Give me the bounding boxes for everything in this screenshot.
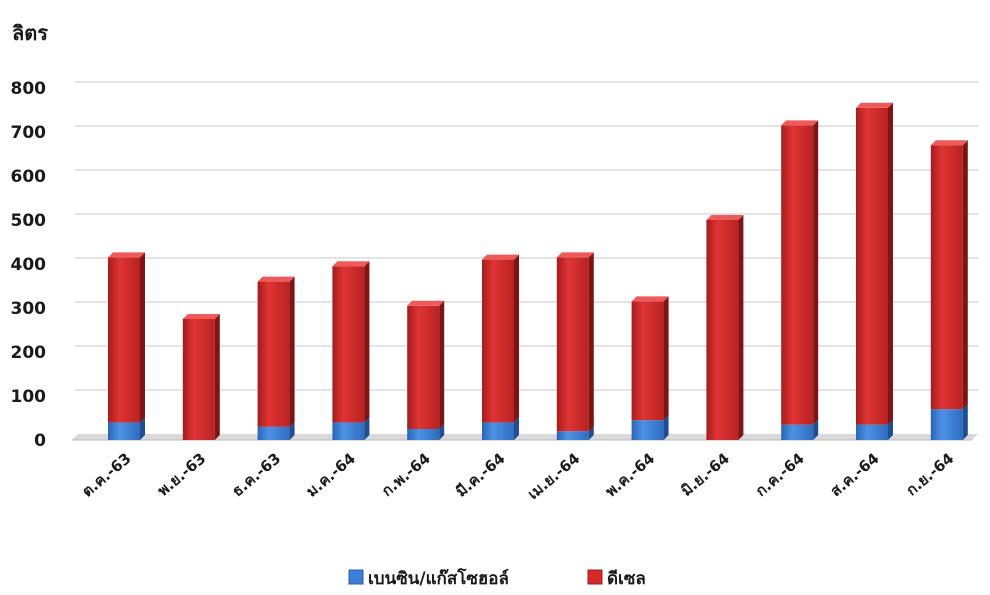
bar-segment [781, 425, 813, 440]
bar-top-face [482, 255, 519, 260]
bar-segment-side [290, 277, 295, 427]
x-category-label: ส.ค.-64 [827, 449, 883, 500]
bar-segment [407, 429, 439, 440]
bar-segment-side [813, 120, 818, 424]
bar-segment-side [439, 301, 444, 429]
bar-top-face [258, 277, 295, 282]
bar-segment [258, 282, 290, 427]
bar-segment [557, 257, 589, 431]
bar-top-face [931, 140, 968, 145]
bar-segment-side [664, 296, 669, 420]
bar-top-face [781, 120, 818, 125]
bar-segment [632, 420, 664, 440]
bar-top-face [856, 103, 893, 108]
bar-segment-side [738, 215, 743, 440]
bar-stack [332, 261, 369, 440]
x-category-label: ก.ย.-64 [903, 449, 958, 499]
bar-stack [931, 140, 968, 440]
bar-stack [632, 296, 669, 440]
bar-stack [856, 103, 893, 440]
y-axis-label: ลิตร [12, 21, 48, 45]
y-tick-label: 200 [11, 343, 47, 363]
bar-segment-side [514, 255, 519, 423]
x-category-label: มี.ค.-64 [452, 449, 508, 500]
bar-stack [258, 277, 295, 440]
y-axis-ticks: 0 100 200 300 400 500 600 700 800 [11, 79, 47, 451]
bar-segment [407, 306, 439, 429]
legend-label-gasoline: เบนซิน/แก๊สโซฮอล์ [368, 568, 509, 589]
bar-segment [856, 425, 888, 440]
bar-segment [183, 319, 215, 440]
bar-top-face [332, 261, 369, 266]
bar-stack [407, 301, 444, 440]
legend-label-diesel: ดีเซล [607, 568, 646, 589]
bar-segment [706, 220, 738, 440]
x-category-label: พ.ค.-64 [602, 449, 658, 500]
bar-segment [332, 266, 364, 422]
bar-top-face [706, 215, 743, 220]
legend-swatch-diesel [588, 570, 602, 584]
y-tick-label: 100 [11, 387, 47, 407]
bar-segment-side [888, 103, 893, 425]
x-category-label: มิ.ย.-64 [678, 449, 733, 500]
bar-segment-side [963, 404, 968, 440]
legend-swatch-gasoline [349, 570, 363, 584]
y-tick-label: 300 [11, 299, 47, 319]
bar-stack [108, 252, 145, 440]
bar-top-face [183, 314, 220, 319]
x-category-label: ธ.ค.-63 [228, 449, 284, 500]
x-category-label: เม.ย.-64 [524, 449, 583, 503]
bar-segment [258, 427, 290, 440]
x-category-label: ต.ค.-63 [78, 449, 134, 500]
bar-segment [108, 422, 140, 440]
x-axis-categories: ต.ค.-63 พ.ย.-63 ธ.ค.-63 ม.ค.-64 ก.พ.-64 มี.ค.… [78, 449, 957, 503]
legend: เบนซิน/แก๊สโซฮอล์ ดีเซล [349, 568, 646, 589]
bar-stack [482, 255, 519, 440]
bar-segment [781, 125, 813, 424]
bar-segment [931, 145, 963, 409]
x-category-label: พ.ย.-63 [154, 449, 209, 500]
bar-segment [931, 409, 963, 440]
x-category-label: ก.พ.-64 [378, 449, 434, 500]
y-tick-label: 800 [11, 79, 47, 99]
bar-top-face [557, 252, 594, 257]
bar-segment [856, 108, 888, 425]
bar-segment [332, 422, 364, 440]
bar-segment-side [140, 252, 145, 422]
x-category-label: ม.ค.-64 [303, 449, 359, 500]
bar-segment [557, 431, 589, 440]
bar-segment [482, 260, 514, 423]
bar-stack [557, 252, 594, 440]
y-tick-label: 600 [11, 167, 47, 187]
x-category-label: ก.ค.-64 [752, 449, 808, 500]
bar-stack [183, 314, 220, 440]
bar-top-face [108, 252, 145, 257]
bar-segment-side [215, 314, 220, 440]
bar-top-face [632, 296, 669, 301]
y-tick-label: 700 [11, 123, 47, 143]
bar-segment [632, 301, 664, 420]
y-tick-label: 500 [11, 211, 47, 231]
bar-segment [108, 257, 140, 422]
y-tick-label: 400 [11, 255, 47, 275]
bar-segment-side [963, 140, 968, 409]
y-tick-label: 0 [34, 431, 46, 451]
bar-segment [482, 422, 514, 440]
bar-segment-side [364, 261, 369, 422]
bar-stack [781, 120, 818, 440]
bar-segment-side [589, 252, 594, 431]
bar-stack [706, 215, 743, 440]
bar-top-face [407, 301, 444, 306]
